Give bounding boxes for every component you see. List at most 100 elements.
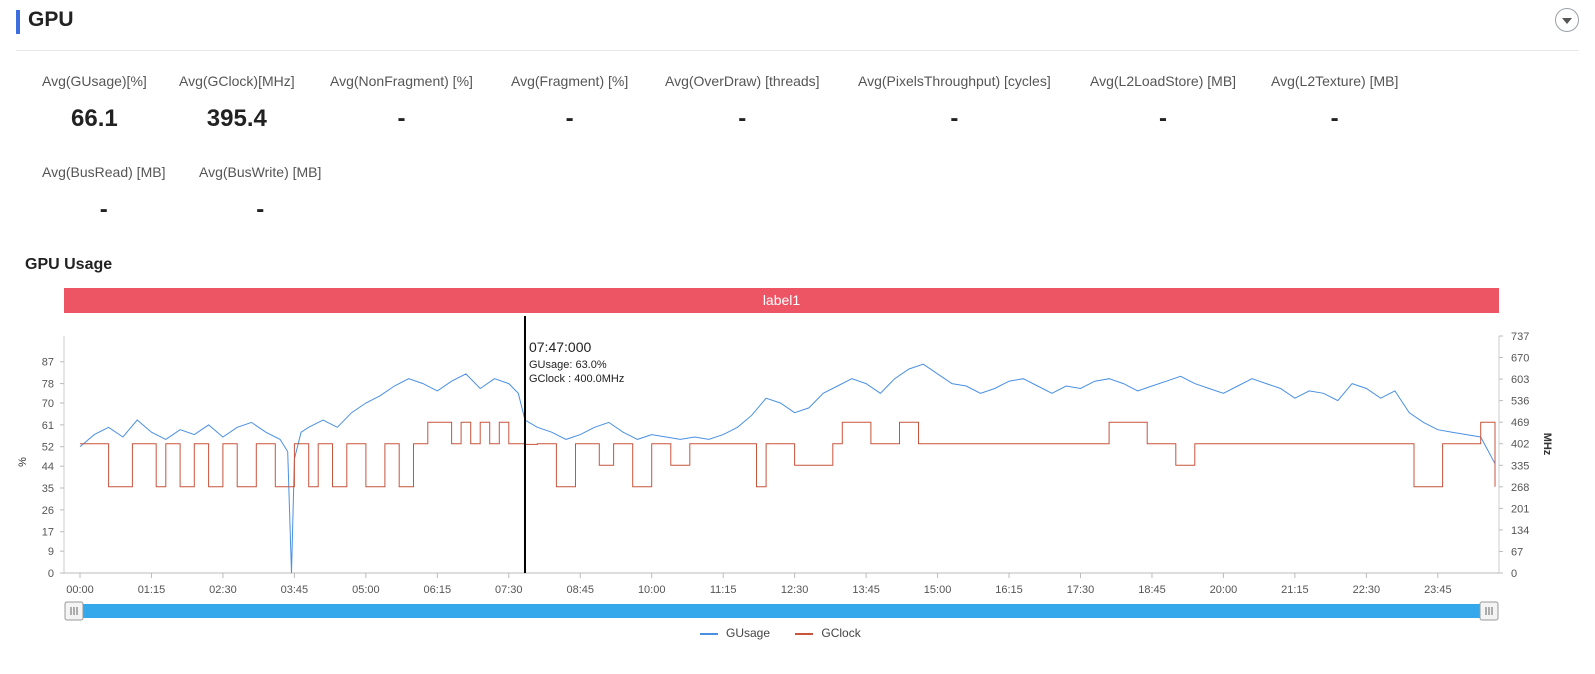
metric-pixelsthroughput: Avg(PixelsThroughput) [cycles] - <box>858 73 1051 133</box>
metric-l2texture: Avg(L2Texture) [MB] - <box>1271 73 1398 133</box>
metric-gclock: Avg(GClock)[MHz] 395.4 <box>179 73 295 133</box>
metric-fragment: Avg(Fragment) [%] - <box>511 73 628 133</box>
label-band[interactable]: label1 <box>64 288 1499 313</box>
metric-value: - <box>1159 105 1168 132</box>
x-tick-label: 17:30 <box>1067 584 1095 596</box>
y-right-tick-label: 536 <box>1511 396 1529 408</box>
tooltip-gclock: GClock : 400.0MHz <box>529 373 624 385</box>
section-accent-bar <box>16 10 20 34</box>
y-left-tick-label: 9 <box>48 546 54 558</box>
metric-value: - <box>99 196 108 223</box>
legend-label: GClock <box>821 626 861 640</box>
metric-nonfragment: Avg(NonFragment) [%] - <box>330 73 473 133</box>
x-tick-label: 12:30 <box>781 584 809 596</box>
metric-value: - <box>950 105 959 132</box>
y-right-tick-label: 402 <box>1511 439 1529 451</box>
x-tick-label: 21:15 <box>1281 584 1309 596</box>
zoom-slider[interactable] <box>64 601 1499 621</box>
x-tick-label: 20:00 <box>1210 584 1238 596</box>
legend-item-gclock[interactable]: GClock <box>795 626 861 640</box>
y-right-tick-label: 603 <box>1511 374 1529 386</box>
collapse-button[interactable] <box>1555 8 1579 32</box>
y-right-axis-label: MHz <box>1541 433 1553 456</box>
y-left-tick-label: 52 <box>42 442 54 454</box>
y-right-tick-label: 737 <box>1511 331 1529 343</box>
legend-item-gusage[interactable]: GUsage <box>700 626 770 640</box>
x-tick-label: 05:00 <box>352 584 380 596</box>
y-left-tick-label: 26 <box>42 505 54 517</box>
zoom-track[interactable] <box>74 604 1489 618</box>
x-tick-label: 08:45 <box>566 584 594 596</box>
metric-buswrite: Avg(BusWrite) [MB] - <box>199 164 321 224</box>
metric-label: Avg(OverDraw) [threads] <box>665 73 820 89</box>
x-tick-label: 22:30 <box>1353 584 1381 596</box>
x-tick-label: 03:45 <box>281 584 309 596</box>
metric-value: - <box>738 105 747 132</box>
series-line-gusage <box>79 363 1496 574</box>
metric-label: Avg(BusWrite) [MB] <box>199 164 322 180</box>
chart-axes: 0 9 17 26 35 44 52 61 70 78 87 0 67 134 201 268 335 402 46… <box>17 331 1553 596</box>
x-tick-label: 23:45 <box>1424 584 1452 596</box>
y-right-tick-label: 335 <box>1511 460 1529 472</box>
x-tick-label: 01:15 <box>138 584 166 596</box>
x-tick-label: 13:45 <box>852 584 880 596</box>
metric-label: Avg(L2LoadStore) [MB] <box>1090 73 1237 89</box>
y-left-tick-label: 87 <box>42 357 54 369</box>
tooltip-gusage: GUsage: 63.0% <box>529 359 607 371</box>
x-tick-label: 02:30 <box>209 584 237 596</box>
legend-swatch <box>700 632 718 635</box>
y-left-tick-label: 61 <box>42 420 54 432</box>
metric-label: Avg(PixelsThroughput) [cycles] <box>858 73 1051 89</box>
y-left-axis-label: % <box>17 457 29 467</box>
y-left-tick-label: 35 <box>42 483 54 495</box>
y-left-tick-label: 17 <box>42 527 54 539</box>
x-tick-label: 11:15 <box>710 584 737 596</box>
chevron-down-icon <box>1562 18 1572 24</box>
metric-label: Avg(Fragment) [%] <box>511 73 629 89</box>
chart-tooltip: 07:47:000 GUsage: 63.0% GClock : 400.0MH… <box>523 316 624 573</box>
metric-busread: Avg(BusRead) [MB] - <box>42 164 165 224</box>
metric-value: - <box>397 105 406 132</box>
y-left-tick-label: 0 <box>48 568 54 580</box>
x-tick-label: 15:00 <box>924 584 952 596</box>
metric-gusage: Avg(GUsage)[%] 66.1 <box>42 73 147 133</box>
grip-icon <box>70 607 1493 615</box>
x-tick-label: 18:45 <box>1138 584 1166 596</box>
metric-label: Avg(GUsage)[%] <box>42 73 147 89</box>
y-right-tick-label: 201 <box>1511 503 1529 515</box>
legend-label: GUsage <box>726 626 771 640</box>
metric-value: 66.1 <box>71 105 118 132</box>
legend-swatch <box>795 632 814 635</box>
chart-legend: GUsage GClock <box>700 626 883 640</box>
y-left-tick-label: 78 <box>42 379 54 391</box>
x-tick-label: 10:00 <box>638 584 666 596</box>
y-left-tick-label: 44 <box>42 461 54 473</box>
metric-label: Avg(L2Texture) [MB] <box>1271 73 1399 89</box>
metric-value: - <box>1330 105 1339 132</box>
metric-label: Avg(BusRead) [MB] <box>42 164 166 180</box>
section-header: GPU <box>16 6 1579 51</box>
tooltip-time: 07:47:000 <box>529 339 591 355</box>
x-tick-label: 06:15 <box>424 584 452 596</box>
y-right-tick-label: 670 <box>1511 353 1529 365</box>
chart-title: GPU Usage <box>25 256 113 273</box>
section-title: GPU <box>28 8 74 31</box>
metric-overdraw: Avg(OverDraw) [threads] - <box>665 73 820 133</box>
y-right-tick-label: 469 <box>1511 417 1529 429</box>
y-right-tick-label: 268 <box>1511 482 1529 494</box>
y-right-tick-label: 134 <box>1511 525 1529 537</box>
chart-series <box>79 363 1496 574</box>
metric-label: Avg(GClock)[MHz] <box>179 73 295 89</box>
x-tick-label: 16:15 <box>995 584 1023 596</box>
metric-value: - <box>565 105 574 132</box>
x-tick-label: 00:00 <box>66 584 94 596</box>
metric-value: 395.4 <box>206 105 267 132</box>
y-left-tick-label: 70 <box>42 398 54 410</box>
y-right-tick-label: 0 <box>1511 568 1517 580</box>
metric-value: - <box>256 196 265 223</box>
metric-l2loadstore: Avg(L2LoadStore) [MB] - <box>1090 73 1236 133</box>
y-right-tick-label: 67 <box>1511 546 1523 558</box>
x-tick-label: 07:30 <box>495 584 523 596</box>
metric-label: Avg(NonFragment) [%] <box>330 73 473 89</box>
